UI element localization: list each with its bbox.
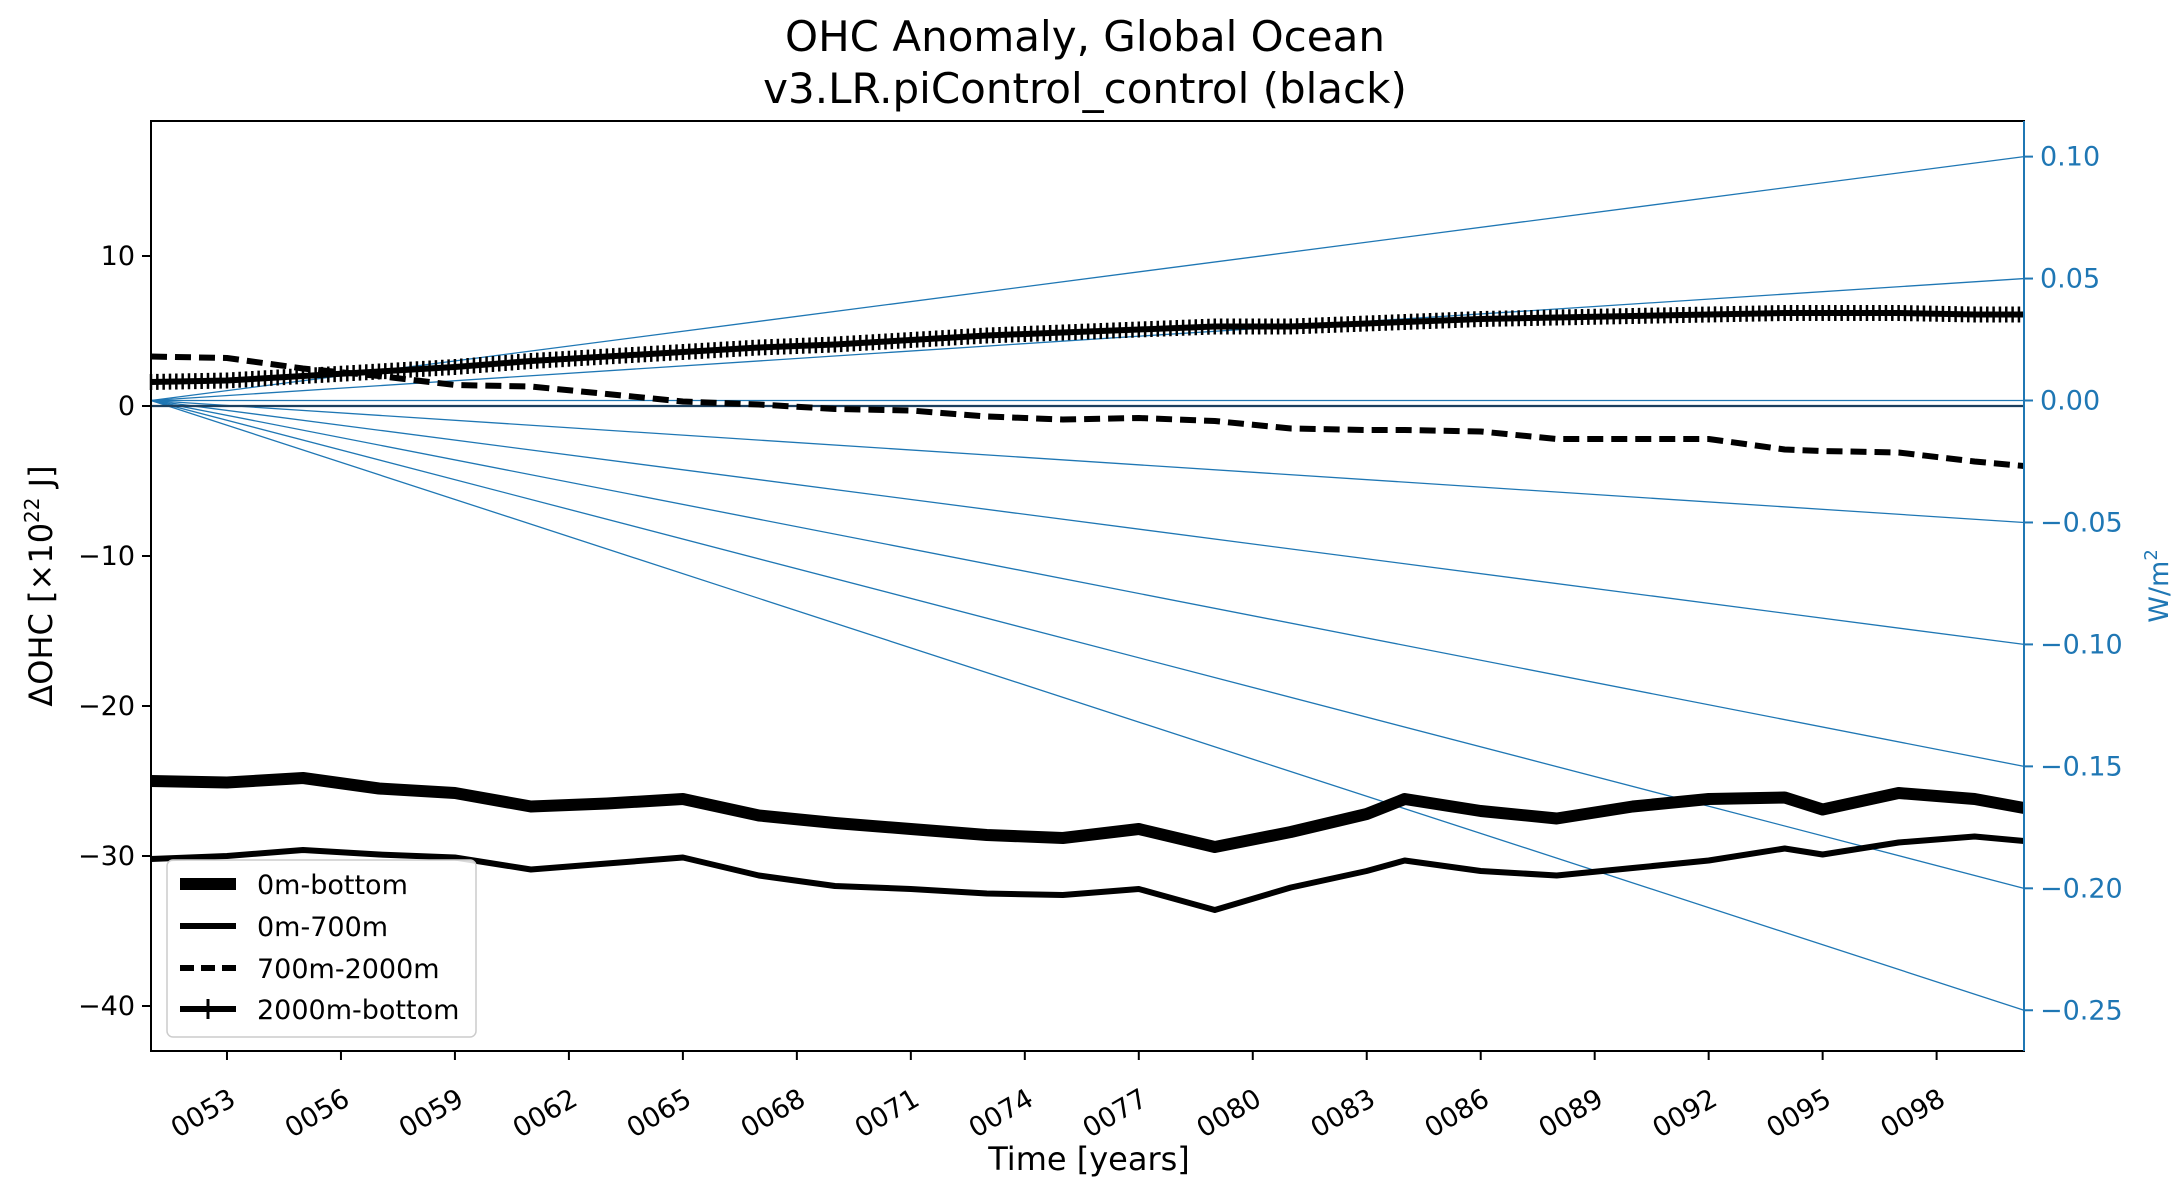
y2-tick-label: 0.05 <box>2040 264 2100 295</box>
x-axis-label: Time [years] <box>987 1140 1190 1178</box>
legend-label-2000m-bottom: 2000m-bottom <box>257 995 459 1026</box>
y-tick-label: −40 <box>78 991 135 1022</box>
reference-line-−0.20 <box>150 399 2025 889</box>
x-tick-label: 0098 <box>1876 1083 1951 1144</box>
x-tick-label: 0095 <box>1762 1083 1837 1144</box>
x-tick-label: 0056 <box>280 1083 355 1144</box>
series-line-0m-bottom <box>150 772 2026 853</box>
y2-tick-label: −0.10 <box>2040 629 2123 660</box>
y-tick-label: 0 <box>118 391 135 422</box>
y-tick-label: −10 <box>78 541 135 572</box>
y2-axis-label-main: W/m <box>2144 561 2175 623</box>
reference-line-−0.15 <box>150 399 2025 768</box>
y2-axis-ticks: 0.10 0.05 0.00 −0.05 −0.10 −0.15 −0.20 −0.25 <box>2024 142 2123 1026</box>
y2-tick-label: −0.05 <box>2040 507 2123 538</box>
x-axis-ticks: 0053 0056 0059 0062 0065 0068 0071 0074 0077 0080… <box>166 1051 1951 1144</box>
reference-line-0.05 <box>150 277 2025 402</box>
legend-label-700m-2000m: 700m-2000m <box>257 954 440 985</box>
reference-line-−0.05 <box>150 399 2025 524</box>
y-axis-label: ΔOHC [×1022 J] <box>20 465 60 706</box>
legend: 0m-bottom 0m-700m 700m-2000m 2000m-botto… <box>166 859 477 1038</box>
x-tick-label: 0092 <box>1648 1083 1723 1144</box>
y2-axis-label-exponent: 2 <box>2141 549 2162 560</box>
chart-title-line1: OHC Anomaly, Global Ocean <box>785 12 1385 61</box>
y2-tick-label: −0.15 <box>2040 751 2123 782</box>
legend-label-0m-bottom: 0m-bottom <box>257 870 408 901</box>
reference-line-−0.25 <box>150 399 2025 1011</box>
legend-frame <box>166 859 477 1038</box>
y-axis-ticks: 10 0 −10 −20 −30 −40 <box>78 241 151 1022</box>
legend-label-0m-700m: 0m-700m <box>257 912 388 943</box>
x-tick-label: 0062 <box>508 1083 583 1144</box>
x-tick-label: 0053 <box>166 1083 241 1144</box>
series-markers-2000m-bottom <box>149 305 2021 390</box>
x-tick-label: 0071 <box>850 1083 925 1144</box>
series-line-0m-700m <box>150 833 2025 913</box>
y-tick-label: −30 <box>78 841 135 872</box>
x-tick-label: 0077 <box>1078 1083 1153 1144</box>
y-tick-label: 10 <box>101 241 135 272</box>
x-tick-label: 0086 <box>1420 1083 1495 1144</box>
y-tick-label: −20 <box>78 691 135 722</box>
y-axis-label-unit: J] <box>22 465 60 497</box>
reference-flux-lines <box>150 155 2025 1011</box>
y-axis-label-main: ΔOHC [×10 <box>22 523 60 707</box>
series-line-2000m-bottom <box>150 310 2024 385</box>
reference-line-0.10 <box>150 155 2025 402</box>
y2-tick-label: −0.20 <box>2040 873 2123 904</box>
x-tick-label: 0068 <box>736 1083 811 1144</box>
x-tick-label: 0074 <box>964 1083 1039 1144</box>
x-tick-label: 0080 <box>1192 1083 1267 1144</box>
y2-axis-label: W/m2 <box>2141 549 2175 623</box>
y2-tick-label: 0.10 <box>2040 142 2100 173</box>
y2-tick-label: −0.25 <box>2040 995 2123 1026</box>
x-tick-label: 0083 <box>1306 1083 1381 1144</box>
x-tick-label: 0089 <box>1534 1083 1609 1144</box>
series-line-700m-2000m <box>150 353 2025 469</box>
x-tick-label: 0065 <box>622 1083 697 1144</box>
x-tick-label: 0059 <box>394 1083 469 1144</box>
y2-tick-label: 0.00 <box>2040 386 2100 417</box>
series-lines <box>149 305 2026 913</box>
reference-line-−0.10 <box>150 399 2025 646</box>
y-axis-label-exponent: 22 <box>20 497 44 522</box>
chart-title-line2: v3.LR.piControl_control (black) <box>763 64 1407 113</box>
